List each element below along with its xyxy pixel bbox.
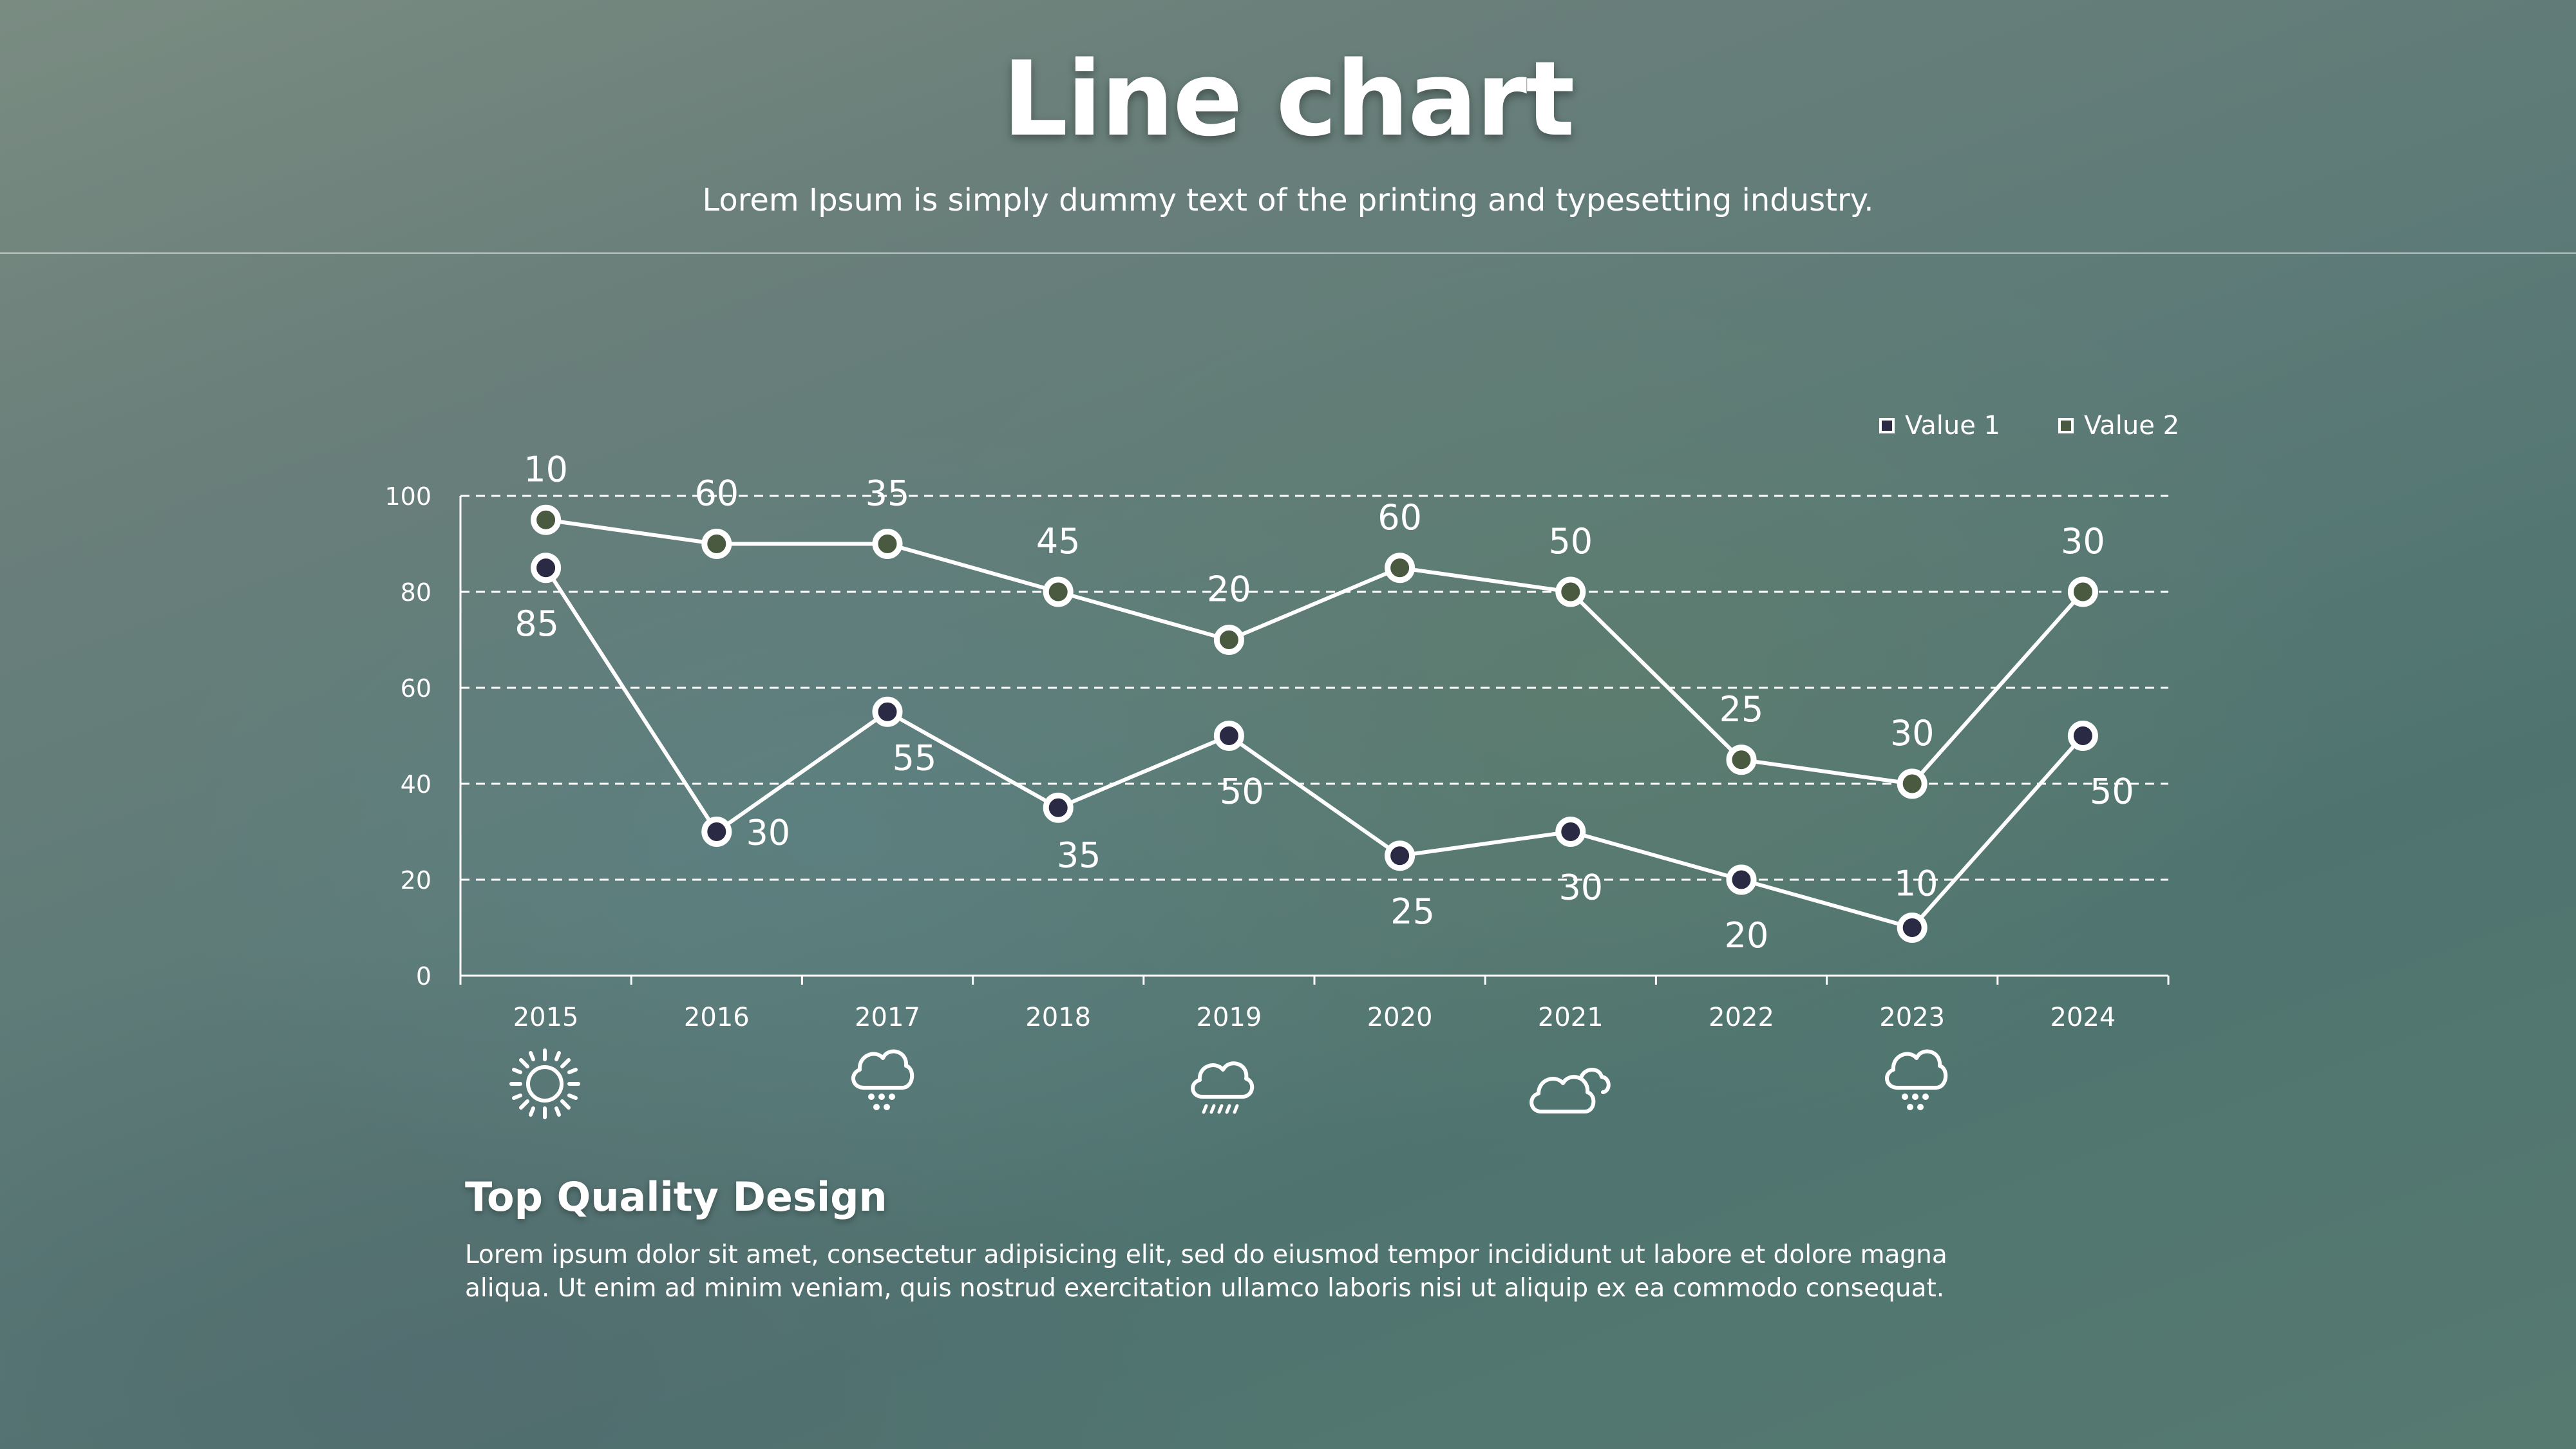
x-tick-label-2015: 2015	[513, 1003, 579, 1032]
data-label-series-1-2020: 25	[1390, 891, 1435, 932]
legend-swatch-value-2	[2058, 418, 2074, 433]
legend-swatch-value-1	[1879, 418, 1895, 433]
series-2-point-2021	[1555, 576, 1586, 607]
series-line-2	[545, 518, 2085, 786]
legend-item-value-1: Value 1	[1879, 411, 2000, 440]
series-1-point-2024	[2067, 721, 2098, 751]
y-tick-label-20: 20	[401, 866, 431, 895]
data-label-series-2-2023: 30	[1890, 713, 1935, 753]
data-label-series-1-2015: 85	[515, 603, 559, 644]
data-label-series-1-2023: 10	[1894, 864, 1938, 904]
x-tick-label-2020: 2020	[1367, 1003, 1433, 1032]
y-tick-label-40: 40	[401, 770, 431, 799]
data-label-series-2-2024: 30	[2061, 521, 2105, 562]
data-label-series-1-2024: 50	[2090, 772, 2134, 812]
page-subtitle: Lorem Ipsum is simply dummy text of the …	[702, 182, 1874, 218]
legend-label-value-2: Value 2	[2084, 411, 2180, 440]
data-label-series-1-2021: 30	[1558, 867, 1603, 908]
data-label-series-2-2017: 35	[866, 473, 910, 514]
sun-icon	[509, 1048, 580, 1119]
data-label-series-1-2016: 30	[746, 813, 790, 853]
series-2-point-2023	[1897, 768, 1927, 799]
data-label-series-1-2019: 50	[1220, 772, 1264, 812]
clouds-icon	[1530, 1068, 1611, 1113]
data-label-series-2-2022: 25	[1719, 689, 1764, 730]
series-1-point-2022	[1726, 864, 1757, 895]
series-2-point-2022	[1726, 744, 1757, 775]
series-2-point-2017	[872, 529, 903, 559]
series-1-point-2016	[701, 817, 732, 847]
x-tick-label-2017: 2017	[855, 1003, 920, 1032]
data-label-series-1-2017: 55	[893, 737, 937, 778]
x-tick-label-2023: 2023	[1879, 1003, 1945, 1032]
series-1-point-2023	[1897, 913, 1927, 943]
chart-series	[531, 504, 2098, 943]
y-tick-label-60: 60	[401, 674, 431, 703]
x-tick-label-2019: 2019	[1197, 1003, 1262, 1032]
data-label-series-1-2018: 35	[1057, 835, 1101, 875]
x-tick-label-2021: 2021	[1538, 1003, 1604, 1032]
series-1-point-2017	[872, 696, 903, 727]
series-2-point-2020	[1385, 553, 1416, 583]
data-label-series-2-2020: 60	[1378, 497, 1422, 538]
series-2-point-2019	[1213, 625, 1244, 655]
data-label-series-2-2018: 45	[1036, 521, 1081, 562]
series-1-point-2020	[1385, 840, 1416, 871]
y-tick-label-100: 100	[384, 482, 431, 511]
chart-labels: 85 30 55 35 50 25 30 20 10 50 10 60 35 45 20 60 50 25 30 30	[515, 449, 2134, 956]
header-divider	[0, 252, 2576, 254]
chart-legend: Value 1 Value 2	[1879, 411, 2179, 440]
cloud-snow-icon	[851, 1049, 914, 1110]
series-1-point-2018	[1043, 792, 1074, 823]
x-tick-label-2016: 2016	[684, 1003, 750, 1032]
chart-grid	[460, 495, 2168, 881]
cloud-snow-icon	[1885, 1049, 1947, 1110]
y-tick-label-0: 0	[416, 962, 431, 990]
legend-label-value-1: Value 1	[1905, 411, 2001, 440]
series-line-1	[544, 567, 2085, 930]
series-2-point-2016	[701, 529, 732, 559]
section-title: Top Quality Design	[465, 1173, 887, 1220]
series-2-point-2024	[2067, 576, 2098, 607]
series-1-point-2015	[531, 553, 562, 583]
data-label-series-2-2015: 10	[524, 449, 568, 489]
series-1-point-2019	[1213, 721, 1244, 751]
x-tick-label-2018: 2018	[1025, 1003, 1091, 1032]
x-tick-label-2024: 2024	[2050, 1003, 2116, 1032]
series-2-point-2015	[531, 504, 562, 535]
data-label-series-2-2021: 50	[1548, 521, 1593, 562]
x-tick-label-2022: 2022	[1709, 1003, 1774, 1032]
cloud-rain-icon	[1191, 1061, 1254, 1114]
section-body: Lorem ipsum dolor sit amet, consectetur …	[465, 1240, 1947, 1303]
data-label-series-2-2019: 20	[1207, 569, 1251, 610]
data-label-series-1-2022: 20	[1725, 915, 1769, 956]
y-tick-label-80: 80	[401, 578, 431, 607]
series-1-point-2021	[1555, 817, 1586, 847]
series-2-point-2018	[1043, 576, 1074, 607]
data-label-series-2-2016: 60	[694, 473, 739, 514]
legend-item-value-2: Value 2	[2058, 411, 2179, 440]
page-title: Line chart	[1002, 39, 1575, 159]
